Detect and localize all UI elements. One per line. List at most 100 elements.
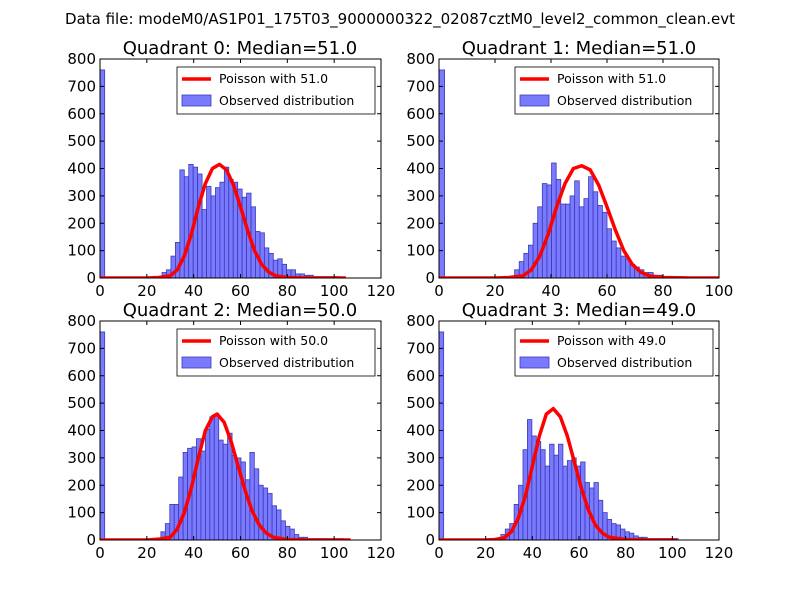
quadrant-1-bar	[532, 222, 539, 278]
quadrant-2-bar	[227, 432, 233, 540]
quadrant-3-poisson-line	[439, 406, 677, 540]
quadrant-0-title: Quadrant 0: Median=51.0	[123, 38, 358, 59]
quadrant-3-subplot: Quadrant 3: Median=49.0 0 20 40 60 80 100 120 0…	[406, 300, 733, 562]
quadrant-0-bar	[219, 181, 225, 278]
quadrant-2-y-tick-label: 800	[67, 312, 96, 330]
quadrant-0-bar	[228, 179, 234, 278]
quadrant-1-y-tick-label: 700	[406, 77, 435, 95]
quadrant-0-bar	[201, 209, 207, 278]
quadrant-3-bar	[535, 441, 542, 540]
quadrant-2-y-tick-label: 300	[67, 449, 96, 467]
quadrant-0-y-tick-label: 100	[67, 242, 96, 260]
quadrant-3-legend-line-label: Poisson with 49.0	[557, 333, 666, 348]
quadrant-0-legend-bar-swatch	[181, 94, 212, 107]
quadrant-1-y-tick-label: 400	[406, 160, 435, 178]
quadrant-3-legend-box	[514, 328, 714, 377]
quadrant-2-x-tick-label: 60	[231, 544, 250, 562]
quadrant-3-bar	[544, 465, 551, 540]
quadrant-2-bar	[178, 476, 184, 540]
quadrant-2-bar	[213, 413, 220, 540]
quadrant-2-bar	[276, 509, 282, 540]
quadrant-2-bar	[191, 446, 197, 540]
quadrant-0-legend: Poisson with 51.0 Observed distribution	[176, 66, 376, 115]
quadrant-3-bar	[553, 454, 559, 540]
quadrant-3-title: Quadrant 3: Median=49.0	[462, 300, 697, 321]
quadrant-1-legend: Poisson with 51.0 Observed distribution	[514, 66, 714, 115]
quadrant-1-bar	[615, 247, 622, 278]
quadrant-3-bar	[540, 449, 546, 540]
quadrant-1-data-layer	[439, 69, 719, 278]
quadrant-2-y-tick-label: 100	[67, 504, 96, 522]
quadrant-3-bar	[549, 443, 555, 540]
quadrant-1-bar	[601, 211, 608, 278]
quadrant-2-legend-bar-swatch	[181, 356, 212, 369]
quadrant-3-bar	[562, 465, 568, 540]
quadrant-2-legend-bar-label: Observed distribution	[219, 355, 354, 370]
quadrant-2-subplot: Quadrant 2: Median=50.0 0 20 40 60 80 100 120 0…	[67, 300, 395, 562]
quadrant-0-bar	[223, 166, 230, 278]
quadrant-3-y-tick-label: 600	[406, 367, 435, 385]
quadrant-0-y-tick-label: 200	[67, 214, 96, 232]
quadrant-0-subplot: Quadrant 0: Median=51.0 0 20 40 60 80 100 120 0…	[67, 38, 395, 300]
quadrant-2-y-tick-label: 400	[67, 422, 96, 440]
quadrant-2-poisson-line	[100, 412, 351, 540]
quadrant-3-x-tick-label: 120	[705, 544, 734, 562]
quadrant-2-y-tick-label: 600	[67, 367, 96, 385]
quadrant-1-bar	[569, 195, 576, 278]
quadrant-0-x-tick-label: 100	[320, 282, 349, 300]
quadrant-0-x-tick-label: 0	[95, 282, 105, 300]
quadrant-0-y-tick-label: 300	[67, 187, 96, 205]
quadrant-0-bar	[188, 163, 194, 278]
quadrant-2-bar	[218, 439, 224, 540]
quadrant-1-legend-bar-label: Observed distribution	[557, 93, 692, 108]
quadrant-1-bar	[560, 203, 566, 278]
quadrant-2-bar	[182, 451, 188, 540]
quadrant-1-y-tick-label: 0	[425, 269, 435, 287]
quadrant-1-y-tick-label: 800	[406, 50, 435, 68]
quadrant-2-x-tick-label: 80	[278, 544, 297, 562]
quadrant-3-bar	[566, 460, 573, 540]
quadrant-1-y-tick-label: 300	[406, 187, 435, 205]
quadrant-1-y-tick-label: 100	[406, 242, 435, 260]
quadrant-2-bar	[231, 454, 237, 540]
quadrant-0-x-tick-label: 20	[137, 282, 156, 300]
quadrant-3-x-tick-label: 100	[658, 544, 687, 562]
quadrant-1-legend-bar-swatch	[519, 94, 550, 107]
quadrant-1-x-tick-label: 100	[705, 282, 734, 300]
figure-suptitle: Data file: modeM0/AS1P01_175T03_90000003…	[65, 10, 735, 29]
quadrant-1-bar	[611, 240, 617, 278]
quadrant-3-y-tick-label: 200	[406, 476, 435, 494]
quadrant-0-x-tick-label: 60	[231, 282, 250, 300]
quadrant-3-x-tick-label: 60	[569, 544, 588, 562]
quadrant-2-legend: Poisson with 50.0 Observed distribution	[176, 328, 376, 377]
quadrant-3-x-tick-label: 0	[434, 544, 444, 562]
quadrant-3-legend-bar-swatch	[519, 356, 550, 369]
quadrant-2-x-tick-label: 20	[137, 544, 156, 562]
quadrant-3-bar	[558, 443, 564, 540]
quadrant-3-y-tick-label: 300	[406, 449, 435, 467]
quadrant-3-legend: Poisson with 49.0 Observed distribution	[514, 328, 714, 377]
quadrant-1-x-tick-label: 80	[653, 282, 672, 300]
quadrant-0-bar	[259, 232, 265, 278]
quadrant-3-bar	[593, 482, 599, 540]
quadrant-3-y-tick-label: 700	[406, 339, 435, 357]
quadrant-1-x-tick-label: 60	[597, 282, 616, 300]
quadrant-2-bar	[204, 428, 211, 540]
quadrant-0-bar	[206, 185, 212, 278]
quadrant-1-title: Quadrant 1: Median=51.0	[462, 38, 697, 59]
quadrant-3-x-tick-label: 20	[476, 544, 495, 562]
quadrant-1-poisson-line	[439, 164, 719, 278]
quadrant-2-y-tick-label: 0	[86, 531, 96, 549]
quadrant-1-x-tick-label: 20	[485, 282, 504, 300]
quadrant-3-y-tick-label: 100	[406, 504, 435, 522]
quadrant-1-bar	[565, 203, 571, 278]
quadrant-0-legend-line-label: Poisson with 51.0	[219, 71, 328, 86]
quadrant-3-y-tick-label: 800	[406, 312, 435, 330]
quadrant-0-y-tick-label: 0	[86, 269, 96, 287]
quadrant-1-bar	[592, 191, 599, 278]
quadrant-0-y-tick-label: 500	[67, 132, 96, 150]
quadrant-0-x-tick-label: 40	[184, 282, 203, 300]
quadrant-2-bar	[173, 504, 180, 540]
quadrant-2-y-tick-label: 500	[67, 394, 96, 412]
